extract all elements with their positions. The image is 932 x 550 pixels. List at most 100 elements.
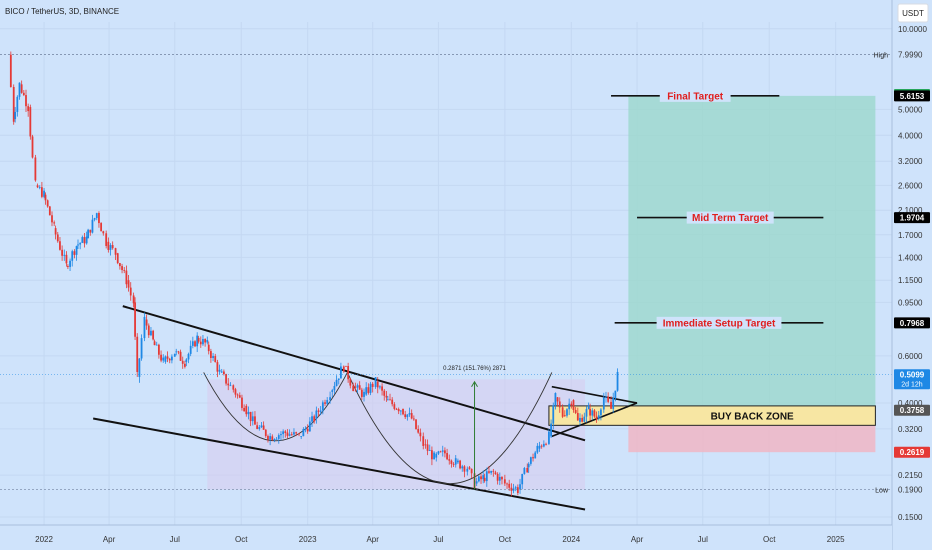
candle-body <box>324 402 326 404</box>
candle-body <box>534 452 537 459</box>
price-tag-label: 0.3758 <box>900 406 925 415</box>
y-tick-label: 3.2000 <box>898 157 923 166</box>
candle-body <box>293 432 295 435</box>
candle-body <box>162 357 165 361</box>
candle-body <box>600 409 602 416</box>
x-tick-label: Jul <box>698 535 708 544</box>
candle-body <box>118 263 121 267</box>
candle-body <box>168 358 171 361</box>
x-tick-label: 2022 <box>35 535 53 544</box>
candle-body <box>321 402 324 411</box>
candle-body <box>184 363 186 367</box>
candle-body <box>46 200 49 207</box>
candle-body <box>145 319 148 326</box>
candle-body <box>514 487 517 489</box>
candle-body <box>349 379 352 386</box>
candle-body <box>79 242 82 245</box>
target-label: Mid Term Target <box>692 213 769 224</box>
candle-body <box>177 351 180 353</box>
candle-body <box>77 244 79 246</box>
candle-body <box>424 444 427 446</box>
candle-body <box>69 260 71 267</box>
candle-body <box>220 371 223 373</box>
candle-body <box>14 111 17 120</box>
candle-body <box>552 405 555 424</box>
candle-body <box>612 397 615 409</box>
candle-body <box>150 330 152 336</box>
candle-body <box>315 410 318 419</box>
y-tick-label: 0.6000 <box>898 352 923 361</box>
candle-body <box>43 190 45 197</box>
candle-body <box>218 369 221 372</box>
candle-body <box>529 457 532 464</box>
candle-body <box>337 378 340 381</box>
target-label-bg <box>659 89 731 102</box>
candle-body <box>247 411 250 415</box>
currency-label: USDT <box>902 9 924 18</box>
header: BICO / TetherUS, 3D, BINANCE USDT <box>5 3 929 23</box>
candle-body <box>238 395 241 398</box>
time-axis-bg <box>0 525 892 550</box>
candle-body <box>143 316 146 339</box>
candle-body <box>563 415 566 417</box>
candle-body <box>306 428 309 432</box>
candle-body <box>95 213 98 219</box>
candle-body <box>468 467 471 469</box>
candle-body <box>91 219 94 233</box>
candle-body <box>214 356 217 363</box>
candle-body <box>138 358 141 378</box>
candle-body <box>204 339 207 343</box>
candle-body <box>556 397 559 402</box>
candle-body <box>475 481 478 484</box>
candle-body <box>519 484 521 490</box>
price-tag <box>894 446 930 458</box>
candle-body <box>136 336 139 373</box>
candle-body <box>125 270 128 285</box>
x-tick-label: Jul <box>433 535 443 544</box>
candle-body <box>435 453 438 458</box>
candle-body <box>548 431 550 444</box>
y-tick-label: 5.0000 <box>898 105 923 114</box>
x-tick-label: Apr <box>631 535 644 544</box>
y-tick-label: 0.3200 <box>898 425 923 434</box>
candle-body <box>89 229 92 233</box>
candle-body <box>123 270 126 271</box>
candle-body <box>160 354 162 361</box>
candle-body <box>132 295 135 304</box>
candle-body <box>185 359 188 362</box>
candle-body <box>83 237 86 244</box>
candle-body <box>31 136 34 158</box>
candle-body <box>173 353 176 357</box>
candle-body <box>181 360 184 364</box>
candle-body <box>444 450 446 454</box>
candle-body <box>282 431 285 435</box>
candle-body <box>227 383 230 386</box>
candle-body <box>256 425 259 429</box>
candle-body <box>234 389 237 395</box>
candle-body <box>483 477 486 482</box>
currency-button[interactable] <box>897 3 929 23</box>
y-tick-label: 4.0000 <box>898 131 923 140</box>
cup-right-curve <box>347 372 553 485</box>
candle-body <box>53 222 56 224</box>
candle-body <box>207 344 210 352</box>
measure-label: 0.2871 (151.76%) 2871 <box>443 366 506 372</box>
candle-body <box>65 254 68 264</box>
price-tag-label: 5.6153 <box>900 92 925 101</box>
candle-body <box>410 413 413 419</box>
candle-body <box>433 452 435 460</box>
candle-body <box>331 390 334 392</box>
candle-body <box>157 344 160 355</box>
zones <box>207 95 876 490</box>
candle-body <box>381 386 383 391</box>
candle-body <box>295 432 298 434</box>
x-tick-label: Oct <box>499 535 512 544</box>
candle-body <box>591 410 594 416</box>
triangle-lower-line <box>551 402 638 438</box>
candle-body <box>408 413 411 415</box>
candle-body <box>593 410 596 417</box>
candle-body <box>44 194 47 201</box>
candle-body <box>494 472 497 474</box>
candle-body <box>191 341 194 346</box>
